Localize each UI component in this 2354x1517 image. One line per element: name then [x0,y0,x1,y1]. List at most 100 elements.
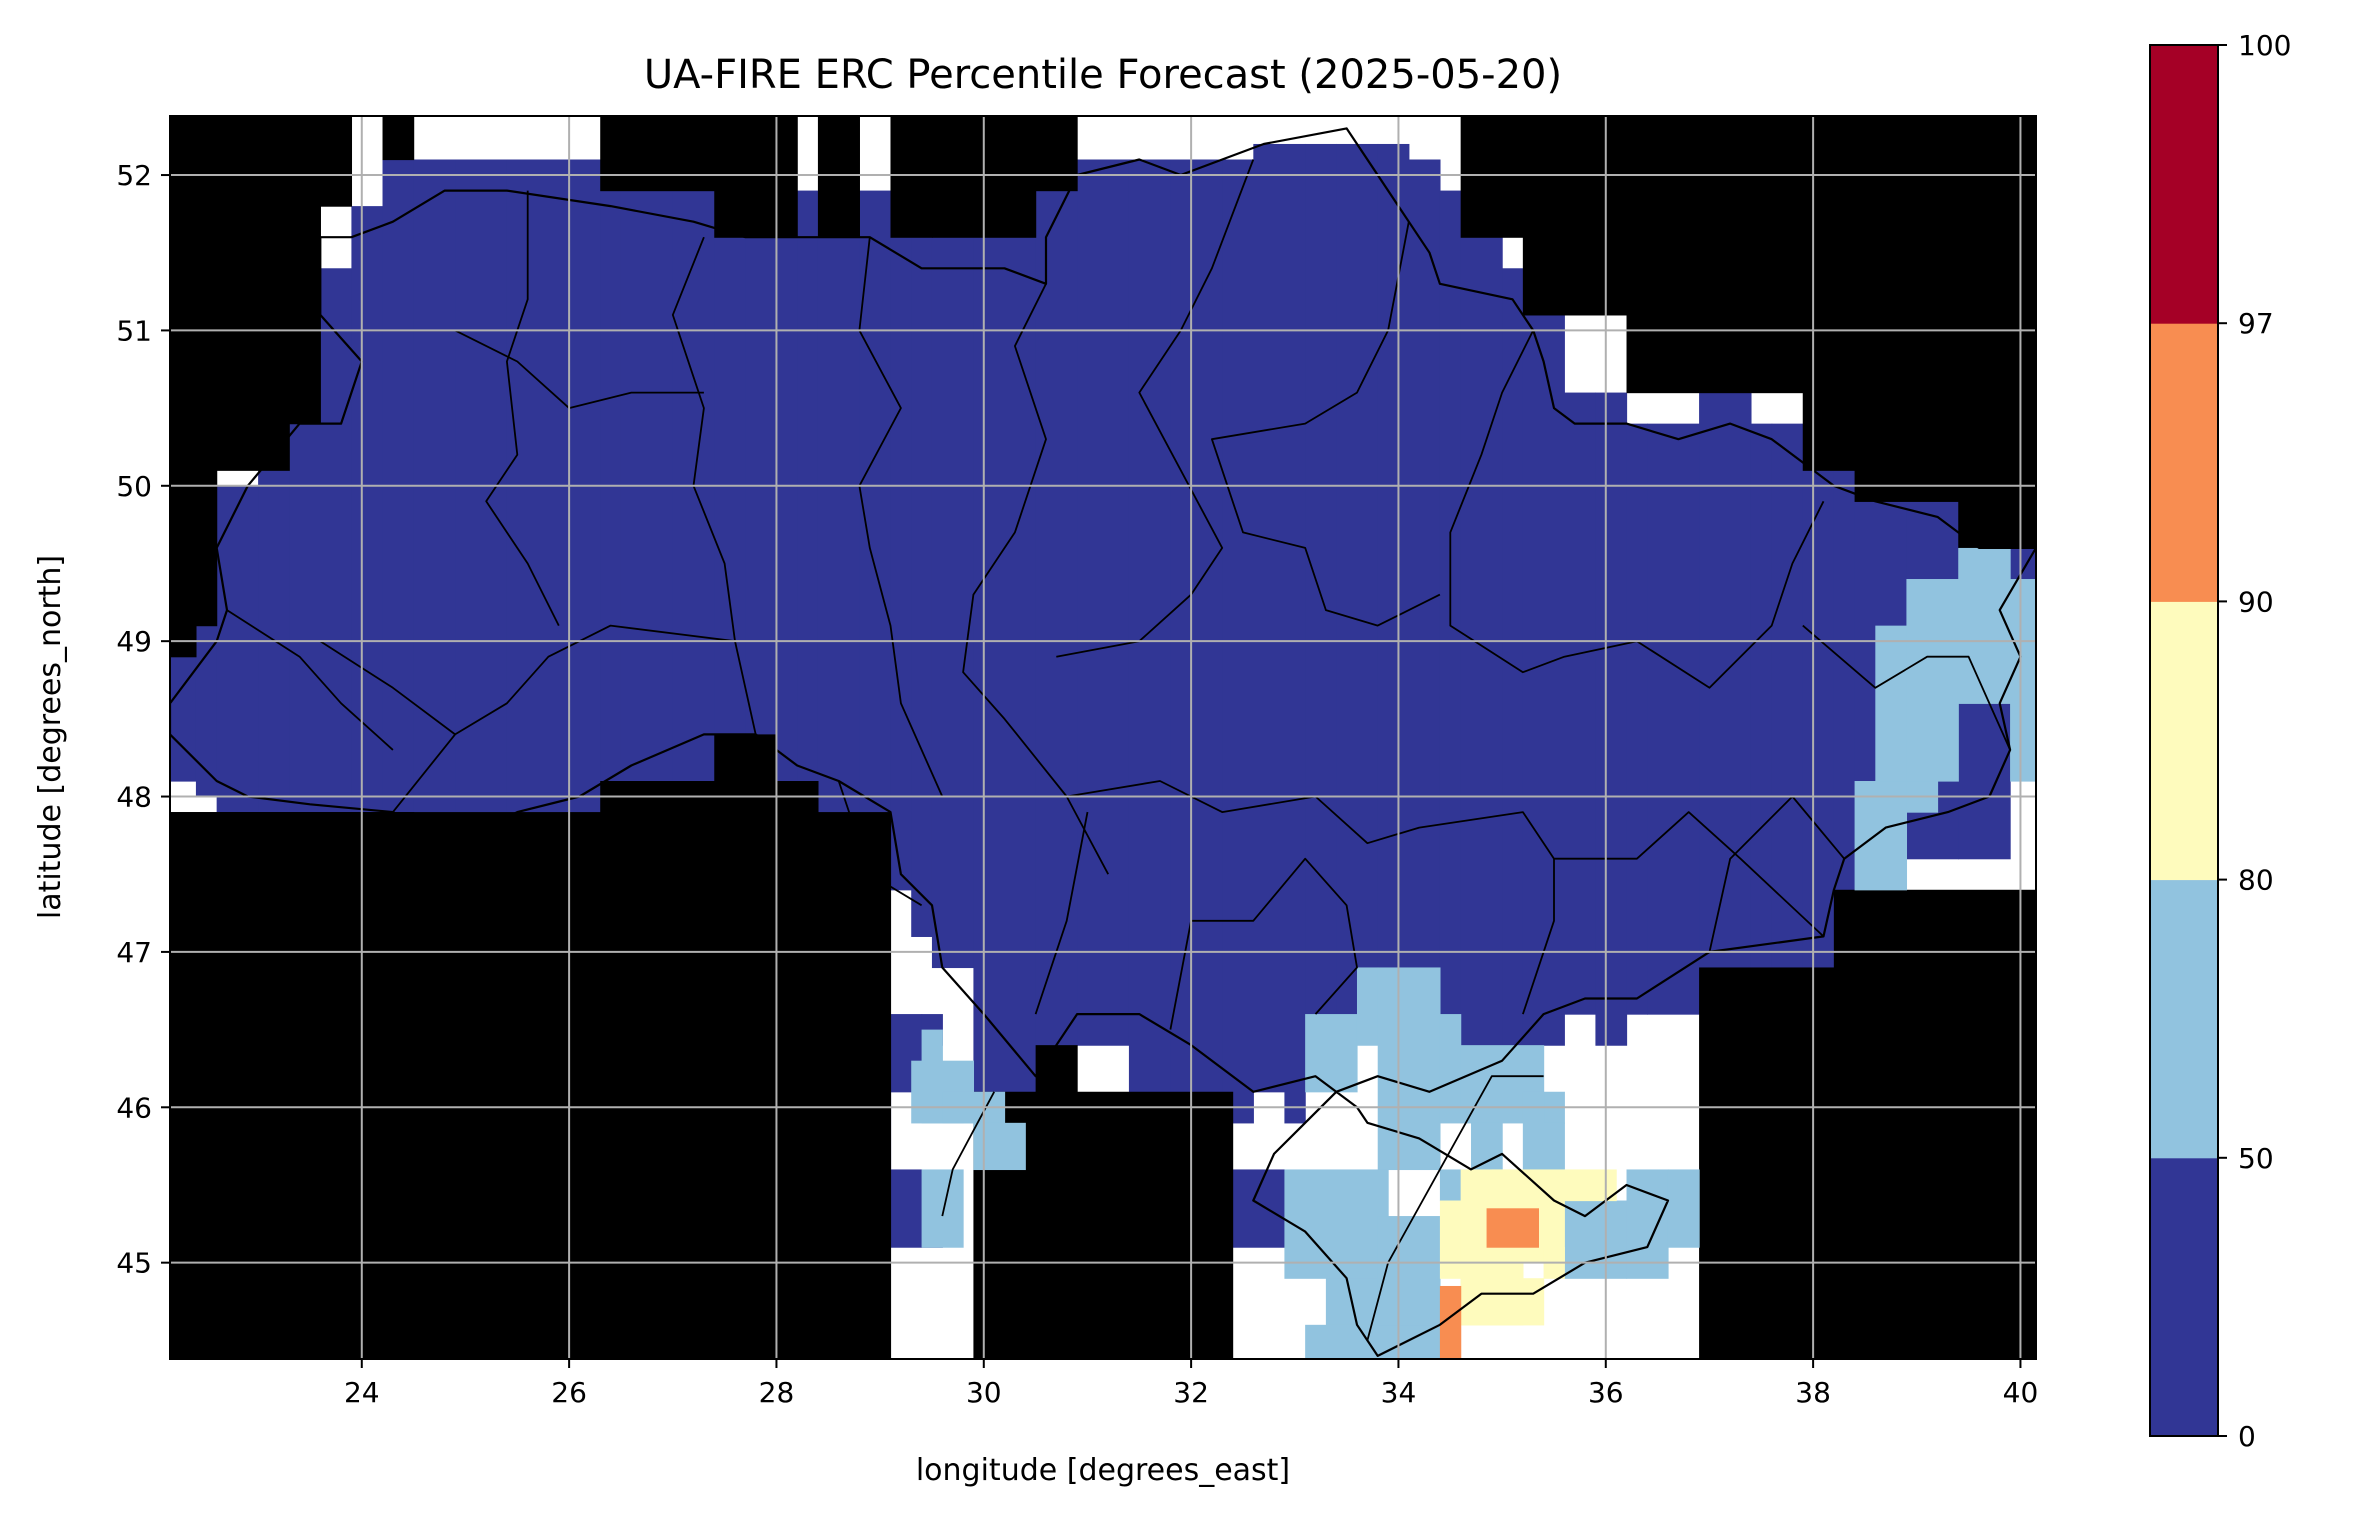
x-tick-label: 30 [966,1376,1002,1409]
colorbar-segment [2150,1157,2218,1437]
forecast-cell [921,1169,964,1248]
forecast-cell [1522,314,1565,1046]
forecast-cell [1522,116,1628,316]
country-border [170,127,2036,1357]
forecast-cell [817,116,860,238]
forecast-cell [1564,392,1597,1015]
forecast-cell [170,470,218,627]
forecast-cell [911,190,933,937]
gridlines [170,116,2036,1359]
forecast-cell [1564,1200,1628,1279]
forecast-cell [1356,967,1379,1046]
forecast-cell [1699,392,1752,969]
forecast-cell [1460,116,1524,238]
oblast-border [1449,329,1825,689]
oblast-border [942,780,1825,938]
forecast-cell [1305,1324,1441,1359]
forecast-cell [1035,1045,1078,1093]
x-tick-label: 40 [2003,1376,2039,1409]
oblast-border [1056,159,1255,658]
forecast-cell [1439,1014,1462,1124]
forecast-cell [170,116,290,471]
forecast-cell [1035,1091,1234,1359]
y-tick-label: 46 [116,1091,152,1124]
forecast-cell [1491,1169,1565,1202]
forecast-cell [1595,392,1628,1046]
forecast-cell [320,116,353,207]
forecast-cell [1305,1014,1358,1093]
colorbar-segment [2150,45,2218,324]
oblast-border [962,283,1109,875]
x-tick-label: 38 [1795,1376,1831,1409]
forecast-cell [1502,268,1524,1046]
forecast-cell [973,1122,1026,1171]
forecast-cell [1854,781,1908,891]
x-tick-label: 24 [344,1376,380,1409]
forecast-cell [170,812,415,1359]
colorbar-frame [2149,44,2219,1437]
forecast-cell [600,781,819,1359]
oblast-border [941,1091,995,1217]
forecast-cell [1564,1169,1617,1202]
forecast-cell [1626,116,1804,394]
y-tick-label: 48 [116,781,152,814]
forecast-cell [1336,143,1379,1015]
oblast-border [485,190,560,627]
forecast-cell [2010,579,2036,658]
forecast-cell [714,116,798,238]
colorbar-segment [2150,323,2218,602]
colorbar-segment [2150,601,2218,881]
y-tick-label: 50 [116,470,152,503]
colorbar: 0 50 80 90 97 100 [2149,29,2291,1453]
forecast-cell [1647,423,1700,1015]
x-axis-ticks: 24 26 28 30 32 34 36 38 40 [344,1359,2038,1409]
forecast-cell [1667,1169,1700,1248]
forecast-cell [1377,143,1410,1015]
x-tick-label: 28 [759,1376,795,1409]
oblast-border [1439,1075,1544,1170]
forecast-cell [817,237,860,813]
oblast-border [319,640,456,736]
forecast-cell [195,625,218,798]
forecast-cell [289,116,321,269]
oblast-border [392,624,736,813]
oblast-border [1522,858,1555,1015]
axes-frame [169,115,2037,1360]
y-tick-label: 51 [116,314,152,347]
colorbar-segment [2150,879,2218,1159]
forecast-cell [1232,1169,1286,1248]
forecast-cell [455,159,508,860]
forecast-cell [413,159,456,860]
forecast-cell [216,485,259,813]
colorbar-tick-label: 100 [2238,29,2291,62]
forecast-cell [890,237,912,891]
y-axis-ticks: 45 46 47 48 49 50 51 52 [116,159,170,1280]
forecast-cell [1699,967,1835,1359]
forecast-cell [1802,470,1835,969]
forecast-cell [1958,547,2011,704]
forecast-cell [320,268,353,813]
forecast-cell [289,423,321,813]
forecast-cell [1833,889,2036,1359]
forecast-cell [1128,159,1171,1093]
map-title: UA-FIRE ERC Percentile Forecast (2025-05… [644,52,1562,98]
forecast-cell [1377,1216,1441,1326]
forecast-cell [1958,501,2036,549]
forecast-cell [1486,1208,1539,1248]
colorbar-tick-label: 80 [2238,864,2274,897]
forecast-cell [1035,116,1078,192]
forecast-cell [1460,1278,1545,1326]
forecast-cell [931,237,975,969]
oblast-border [1708,795,1845,953]
oblast-border [1034,811,1089,1015]
forecast-cell [1854,116,2036,502]
forecast-cells [170,116,2036,1359]
oblast-border [858,237,944,797]
colorbar-tick-label: 0 [2238,1420,2256,1453]
x-tick-label: 36 [1588,1376,1624,1409]
region-borders [170,127,2036,1357]
forecast-cell [1833,470,1856,969]
forecast-cell [1077,159,1130,1046]
forecast-cell [600,116,715,192]
y-tick-label: 49 [116,625,152,658]
